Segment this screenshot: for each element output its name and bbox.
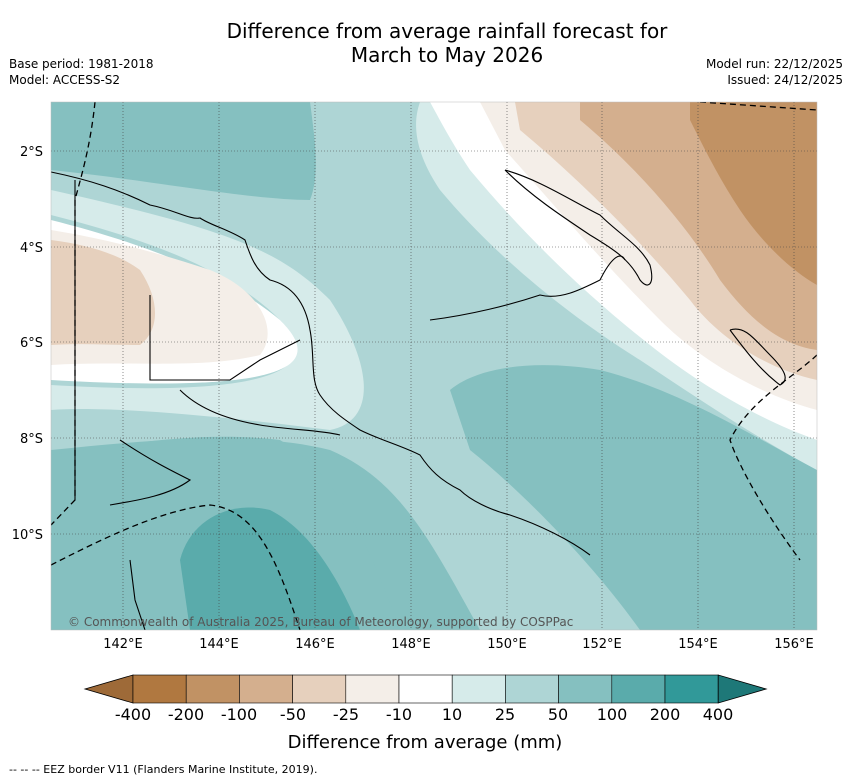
colorbar-swatch	[132, 674, 187, 704]
latitude-labels: 2°S 4°S 6°S 8°S 10°S	[12, 145, 43, 543]
colorbar-swatch	[398, 674, 453, 704]
colorbar-swatch	[292, 674, 347, 704]
colorbar-legend: -400 -200 -100 -50 -25 -10 10 25 50 100 …	[83, 674, 768, 753]
copyright-credit: © Commonwealth of Australia 2025, Bureau…	[68, 615, 573, 629]
colorbar-tick: -10	[386, 705, 412, 724]
eez-note: -- -- -- EEZ border V11 (Flanders Marine…	[9, 763, 318, 776]
colorbar-swatch	[239, 674, 293, 704]
map-title: Difference from average rainfall forecas…	[0, 19, 850, 67]
colorbar-tick: 25	[495, 705, 515, 724]
colorbar-arrow-high	[717, 674, 768, 704]
colorbar-swatch	[185, 674, 240, 704]
lat-label: 2°S	[20, 145, 43, 160]
run-info: Model run: 22/12/2025 Issued: 24/12/2025	[706, 56, 843, 88]
eez-borders	[51, 102, 817, 630]
colorbar-tick: 50	[548, 705, 568, 724]
model-info: Base period: 1981-2018 Model: ACCESS-S2	[9, 56, 154, 88]
colorbar-ticks: -400 -200 -100 -50 -25 -10 10 25 50 100 …	[115, 705, 733, 724]
coast-bougainville	[729, 328, 786, 386]
colorbar-swatch	[558, 674, 613, 704]
colorbar-tick: -25	[333, 705, 359, 724]
title-line-1: Difference from average rainfall forecas…	[226, 19, 668, 43]
contour-south-100-200	[180, 507, 360, 630]
contour-east-50-100	[450, 365, 817, 630]
colorbar-tick: 400	[703, 705, 734, 724]
longitude-labels: 142°E 144°E 146°E 148°E 150°E 152°E 154°…	[103, 637, 814, 652]
colorbar-swatch	[611, 674, 666, 704]
colorbar-tick: 200	[650, 705, 681, 724]
contour-pale-band	[51, 190, 364, 430]
province-borders	[149, 295, 301, 381]
issued-date: Issued: 24/12/2025	[727, 73, 843, 87]
title-line-2: March to May 2026	[350, 43, 544, 67]
rainfall-map: © Commonwealth of Australia 2025, Bureau…	[12, 101, 818, 652]
lon-label: 146°E	[295, 637, 335, 652]
eez-east	[729, 354, 817, 561]
colorbar-tick: -50	[280, 705, 306, 724]
colorbar-tick: -100	[221, 705, 257, 724]
colorbar-tick: 100	[597, 705, 628, 724]
lat-label: 6°S	[20, 336, 43, 351]
colorbar-swatch	[345, 674, 400, 704]
lon-label: 148°E	[391, 637, 431, 652]
model-name: Model: ACCESS-S2	[9, 73, 121, 87]
colorbar-tick: -200	[168, 705, 204, 724]
colorbar-swatches	[83, 674, 768, 704]
lon-label: 142°E	[103, 637, 143, 652]
model-run: Model run: 22/12/2025	[705, 57, 843, 71]
graticule	[51, 102, 817, 630]
coast-new-britain	[429, 255, 626, 321]
coast-png-north	[51, 171, 591, 556]
rainfall-contours: © Commonwealth of Australia 2025, Bureau…	[51, 102, 817, 630]
lon-label: 152°E	[582, 637, 622, 652]
lat-label: 4°S	[20, 241, 43, 256]
colorbar-swatch	[664, 674, 719, 704]
map-frame	[50, 101, 818, 631]
lon-label: 154°E	[678, 637, 718, 652]
colorbar-swatch	[505, 674, 559, 704]
colorbar-tick: -400	[115, 705, 151, 724]
eez-west	[51, 102, 96, 526]
colorbar-arrow-low	[83, 674, 134, 704]
coast-cape-york	[129, 559, 146, 630]
contour-west--25--50	[51, 240, 155, 345]
coast-torres	[109, 439, 192, 506]
colorbar-swatch	[451, 674, 506, 704]
lat-label: 8°S	[20, 432, 43, 447]
contour-ne--100--200	[690, 102, 817, 285]
colorbar-tick: 10	[442, 705, 462, 724]
colorbar-title: Difference from average (mm)	[288, 732, 563, 753]
eez-south-west	[51, 504, 301, 630]
coast-new-ireland	[504, 169, 653, 286]
coast-png-south	[179, 389, 341, 436]
lon-label: 156°E	[774, 637, 814, 652]
lon-label: 144°E	[199, 637, 239, 652]
base-period: Base period: 1981-2018	[9, 57, 154, 71]
lat-label: 10°S	[12, 528, 43, 543]
lon-label: 150°E	[487, 637, 527, 652]
